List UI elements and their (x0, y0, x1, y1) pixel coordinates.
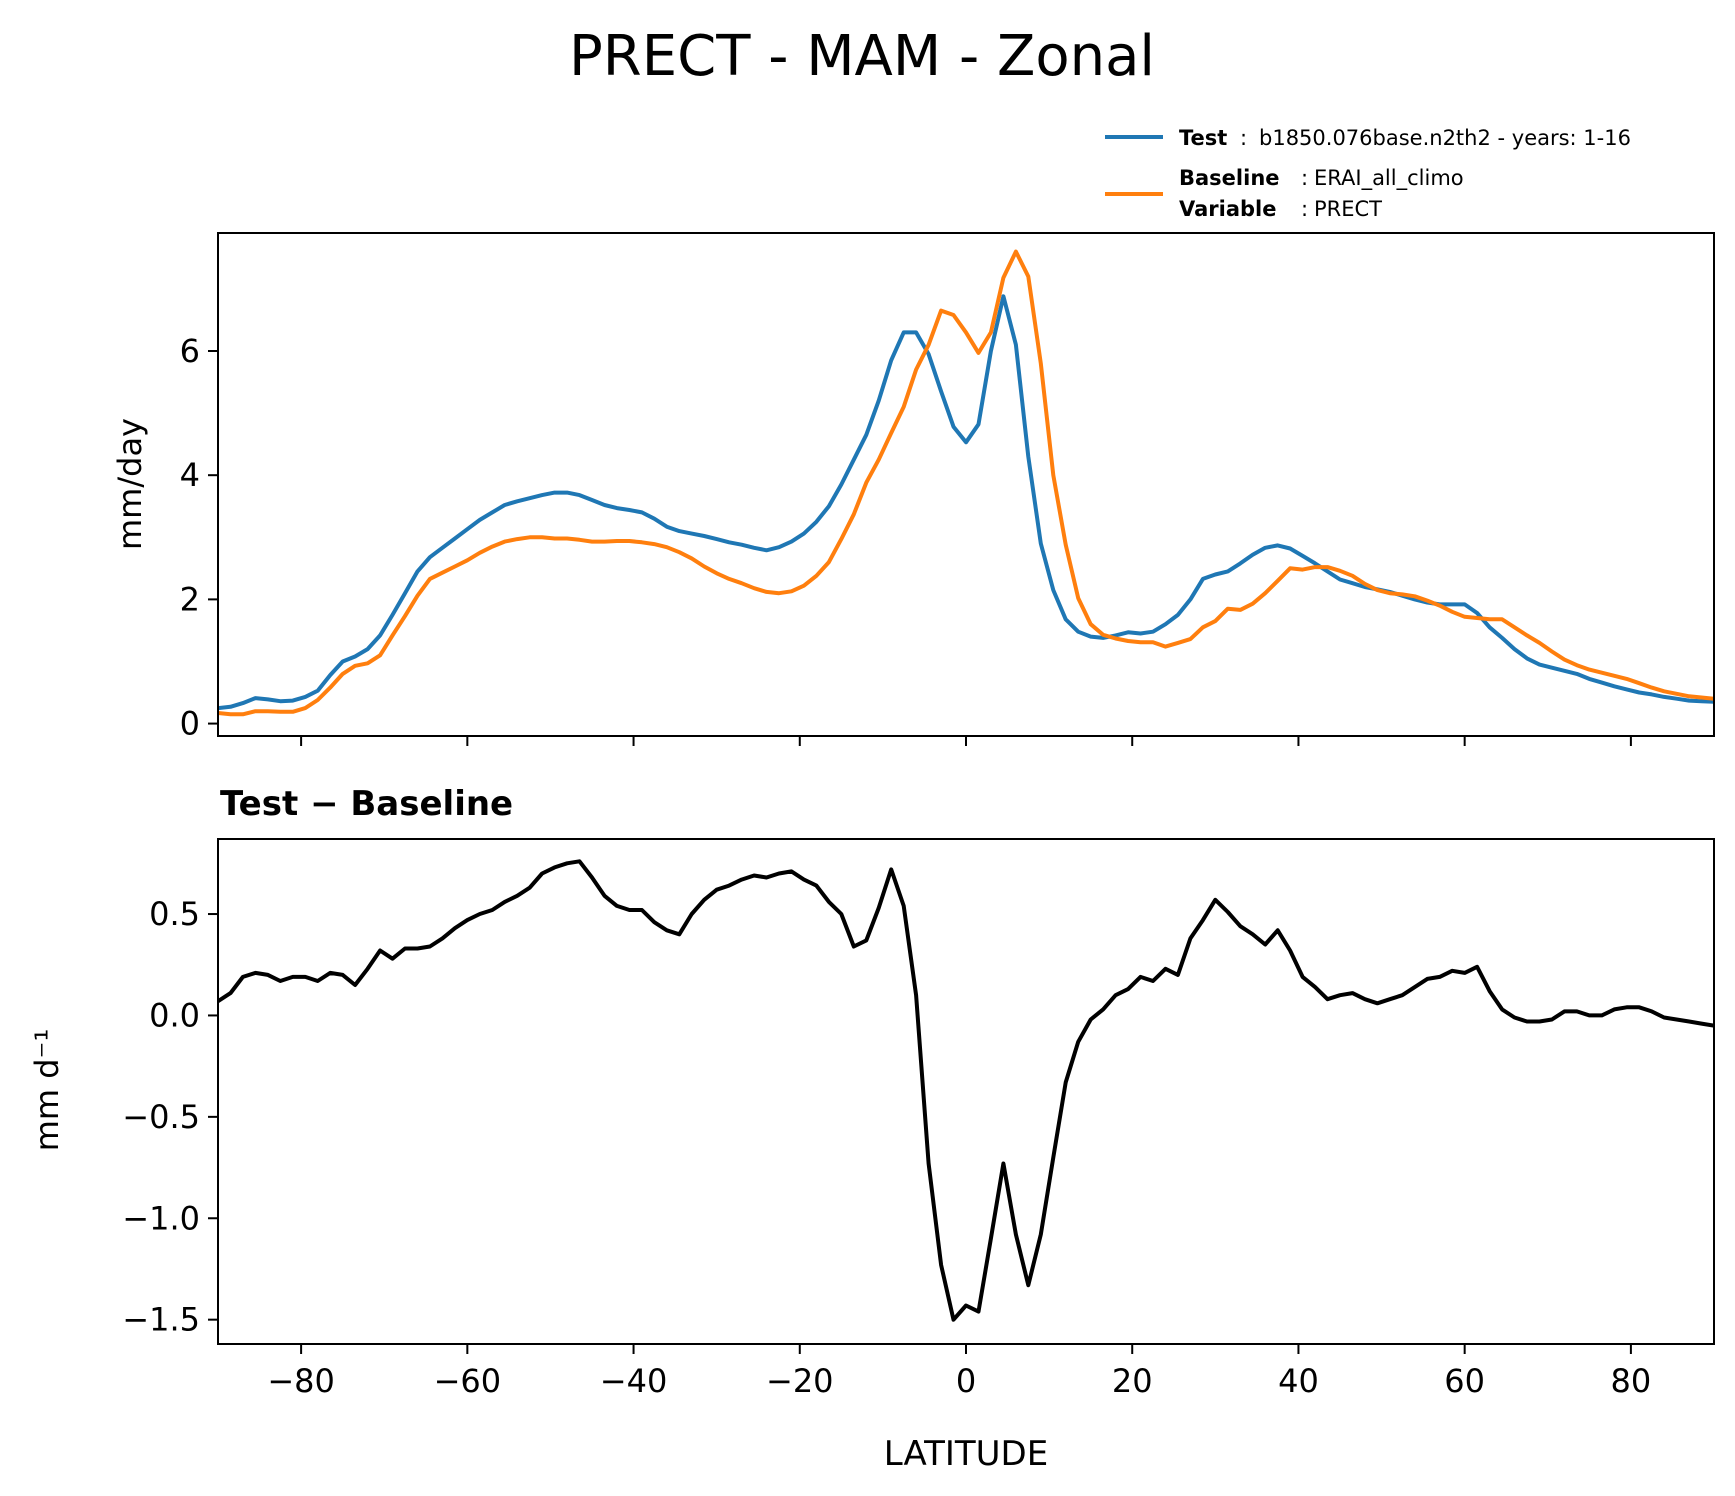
top-y-axis-label: mm/day (111, 418, 149, 550)
legend-baseline-value: ERAI_all_climo (1314, 166, 1464, 191)
top-y-tick-label: 6 (180, 332, 200, 370)
bottom-y-tick-label: −1.5 (122, 1301, 200, 1339)
x-tick-label: 20 (1112, 1362, 1153, 1400)
legend: Test : b1850.076base.n2th2 - years: 1-16… (1105, 126, 1631, 221)
top-series-line-baseline (218, 249, 1714, 717)
x-axis-label: LATITUDE (884, 1434, 1048, 1474)
bottom-y-tick-label: 0.5 (149, 895, 200, 933)
legend-test-key: Test (1179, 126, 1227, 150)
bottom-plot-frame (217, 838, 1715, 1345)
bottom-y-ticks: 0.5 0.0 −0.5 −1.0 −1.5 (122, 895, 218, 1339)
bottom-panel: Test − Baseline 0.5 0.0 −0.5 −1.0 −1.5 −80 −6… (28, 784, 1715, 1474)
top-x-ticks (300, 736, 1632, 746)
legend-test-sep: : (1240, 126, 1247, 150)
x-tick-label: 60 (1444, 1362, 1485, 1400)
x-tick-label: −80 (267, 1362, 335, 1400)
bottom-series-line-diff (218, 859, 1714, 1322)
x-tick-label: −60 (434, 1362, 502, 1400)
legend-variable-key: Variable (1179, 197, 1276, 221)
bottom-x-ticks: −80 −60 −40 −20 0 20 40 60 80 (267, 1344, 1651, 1400)
top-plot-frame (217, 232, 1715, 737)
legend-baseline-sep: : (1301, 166, 1308, 190)
x-tick-label: −20 (766, 1362, 834, 1400)
top-y-ticks: 0 2 4 6 (180, 332, 218, 743)
figure-title: PRECT - MAM - Zonal (569, 24, 1155, 89)
top-y-tick-label: 2 (180, 580, 200, 618)
x-tick-label: 0 (956, 1362, 976, 1400)
top-y-tick-label: 0 (180, 705, 200, 743)
bottom-y-tick-label: 0.0 (149, 996, 200, 1034)
bottom-y-tick-label: −0.5 (122, 1098, 200, 1136)
top-series (218, 249, 1714, 717)
bottom-panel-title: Test − Baseline (220, 784, 513, 824)
legend-test-value: b1850.076base.n2th2 - years: 1-16 (1259, 126, 1631, 150)
legend-baseline-key: Baseline (1179, 166, 1280, 190)
top-panel: 0 2 4 6 mm/day (111, 232, 1715, 746)
bottom-y-tick-label: −1.0 (122, 1199, 200, 1237)
top-series-line-test (218, 294, 1714, 711)
bottom-y-axis-label: mm d⁻¹ (28, 1029, 66, 1152)
x-tick-label: −40 (600, 1362, 668, 1400)
top-y-tick-label: 4 (180, 456, 200, 494)
x-tick-label: 40 (1278, 1362, 1319, 1400)
x-tick-label: 80 (1611, 1362, 1652, 1400)
legend-variable-value: PRECT (1314, 197, 1382, 221)
bottom-series (218, 859, 1714, 1322)
legend-variable-sep: : (1301, 197, 1308, 221)
